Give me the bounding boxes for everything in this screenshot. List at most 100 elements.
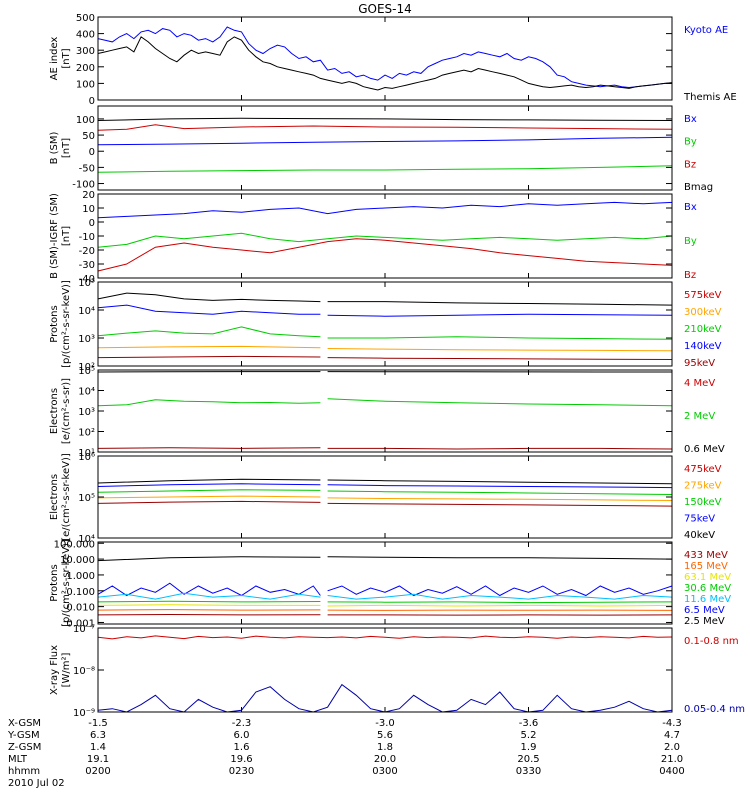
y-tick-label: -30 xyxy=(79,260,95,271)
panel-4: 10²10³10⁴10⁵Protons[p/(cm²-s-sr-keV)]575… xyxy=(49,278,722,373)
xaxis-row-value: -2.3 xyxy=(232,718,252,729)
series-themis-ae-line xyxy=(98,37,672,90)
series-63-1-mev-line xyxy=(328,605,672,606)
series-6-5-mev-line xyxy=(328,586,672,596)
y-tick-label: 100 xyxy=(76,115,95,126)
legend-entry: 300keV xyxy=(684,307,722,318)
series-150kev-line xyxy=(328,491,672,495)
y-tick-label: 0 xyxy=(89,147,95,158)
series-2-5-mev-line xyxy=(328,557,672,559)
legend-entry: Bmag xyxy=(684,182,713,193)
legend-entry: Bz xyxy=(684,270,696,281)
xaxis-row-label: Y-GSM xyxy=(7,730,40,741)
y-axis-label: [nT] xyxy=(61,48,72,68)
legend-entry: By xyxy=(684,236,697,247)
y-tick-label: 10⁴ xyxy=(78,306,95,317)
series-95kev-line xyxy=(98,356,320,357)
y-tick-label: 0 xyxy=(89,96,95,107)
series-11-6-mev-line xyxy=(98,593,320,599)
xaxis-row-value: 5.6 xyxy=(377,730,393,741)
y-axis-label: Protons xyxy=(49,564,60,601)
series-0-1-0-8-nm-line xyxy=(98,636,672,639)
legend-entry: 150keV xyxy=(684,497,722,508)
series-2-mev-line xyxy=(328,399,672,406)
xaxis-row-value: 0300 xyxy=(372,766,397,777)
series-140kev-line xyxy=(98,305,320,314)
series-bmag-line xyxy=(98,118,672,120)
series-210kev-line xyxy=(328,337,672,340)
panel-frame xyxy=(98,194,672,278)
y-tick-label: 20 xyxy=(82,190,95,201)
series-475kev-line xyxy=(98,501,320,503)
y-tick-label: 10⁵ xyxy=(78,493,95,504)
y-tick-label: 10³ xyxy=(78,407,95,418)
series-75kev-line xyxy=(328,485,672,488)
legend-entry: 475keV xyxy=(684,464,722,475)
legend-entry: Themis AE xyxy=(683,92,737,103)
xaxis-row-value: 4.7 xyxy=(664,730,680,741)
y-axis-label: X-ray Flux xyxy=(49,645,60,695)
y-tick-label: 100.000 xyxy=(54,539,95,550)
y-tick-label: 10⁴ xyxy=(78,387,95,398)
series-275kev-line xyxy=(328,498,672,501)
y-axis-label: [p/(cm²-s-sr-keV)] xyxy=(61,280,72,368)
y-axis-label: B (SM) xyxy=(49,131,60,164)
series-210kev-line xyxy=(98,327,320,337)
xaxis-row-value: 19.6 xyxy=(230,754,252,765)
series-150kev-line xyxy=(98,490,320,493)
xaxis-row-value: 0330 xyxy=(516,766,541,777)
xaxis-row-value: 6.3 xyxy=(90,730,106,741)
y-tick-label: 50 xyxy=(82,131,95,142)
y-tick-label: 500 xyxy=(76,13,95,24)
xaxis-row-value: 20.5 xyxy=(517,754,539,765)
series-165-mev-line xyxy=(98,610,320,611)
xaxis-row-value: 1.6 xyxy=(234,742,250,753)
series-2-mev-line xyxy=(98,400,320,406)
series-275kev-line xyxy=(98,496,320,498)
series-6-5-mev-line xyxy=(98,583,320,595)
series-40kev-line xyxy=(98,479,320,483)
y-axis-label: [e/(cm²-s-sr)] xyxy=(61,378,72,444)
panel-8: 10⁻⁹10⁻⁸10⁻⁷X-ray Flux[W/m²]0.1-0.8 nm0.… xyxy=(49,624,745,719)
y-tick-label: -100 xyxy=(72,180,95,191)
y-tick-label: -10 xyxy=(79,232,95,243)
series-4-mev-line xyxy=(98,448,320,449)
y-axis-label: Protons xyxy=(49,305,60,342)
legend-entry: 575keV xyxy=(684,290,722,301)
legend-entry: Kyoto AE xyxy=(684,25,728,36)
legend-entry: 11.6 MeV xyxy=(684,594,731,605)
legend-entry: Bx xyxy=(684,202,697,213)
xaxis-row-value: 21.0 xyxy=(661,754,683,765)
y-tick-label: 10⁻⁸ xyxy=(73,666,95,677)
panel-7: 0.0010.0100.1001.00010.000100.000Protons… xyxy=(49,539,731,629)
series-30-6-mev-line xyxy=(328,602,672,603)
chart-title: GOES-14 xyxy=(358,2,412,16)
legend-entry: 2.5 MeV xyxy=(684,616,725,627)
legend-entry: 40keV xyxy=(684,530,715,541)
xaxis-row-value: 0400 xyxy=(659,766,684,777)
panel-frame xyxy=(98,628,672,712)
panel-frame xyxy=(98,370,672,452)
legend-entry: 2 MeV xyxy=(684,411,715,422)
series-kyoto-ae-line xyxy=(98,27,672,88)
legend-entry: 210keV xyxy=(684,324,722,335)
y-axis-label: Electrons xyxy=(49,388,60,434)
series-40kev-line xyxy=(328,480,672,484)
xaxis-row-value: -3.0 xyxy=(375,718,395,729)
xaxis-row-value: 2.0 xyxy=(664,742,680,753)
legend-entry: Bx xyxy=(684,114,697,125)
legend-entry: 75keV xyxy=(684,514,715,525)
legend-entry: 30.6 MeV xyxy=(684,583,731,594)
y-tick-label: 100 xyxy=(76,79,95,90)
xaxis-row-value: 5.2 xyxy=(521,730,537,741)
series-2-5-mev-line xyxy=(98,557,320,561)
xaxis-row-value: 19.1 xyxy=(87,754,109,765)
y-axis-label: [nT] xyxy=(61,226,72,246)
series-300kev-line xyxy=(328,349,672,351)
xaxis-row-label: MLT xyxy=(8,754,28,765)
series-bz-line xyxy=(98,239,672,271)
xaxis-row-value: -4.3 xyxy=(662,718,682,729)
legend-entry: By xyxy=(684,137,697,148)
